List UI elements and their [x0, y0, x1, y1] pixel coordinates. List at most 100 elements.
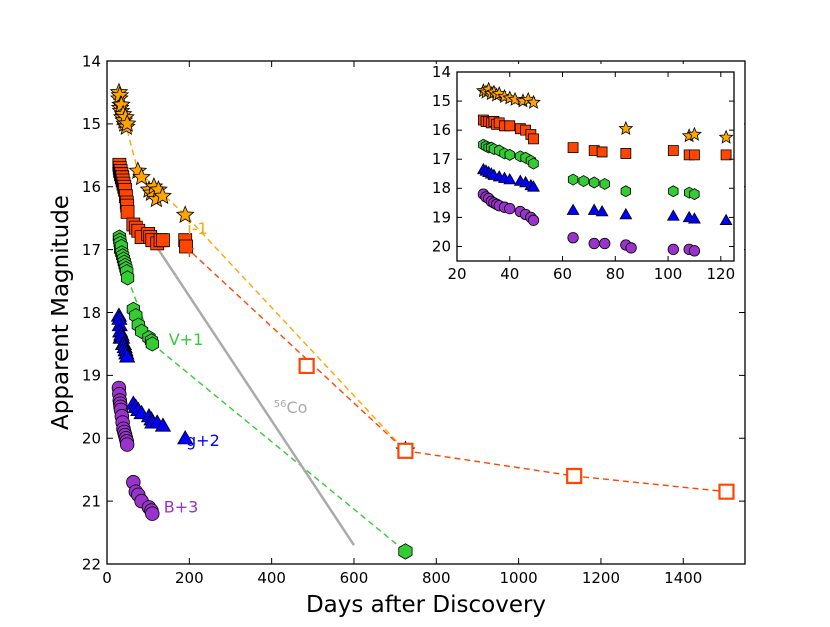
inset-data-point-v-1 — [567, 173, 579, 186]
data-point-r — [179, 239, 193, 254]
data-point-i-1 — [153, 186, 172, 205]
inset-data-point-r — [667, 145, 679, 156]
inset-data-point-g-2 — [503, 173, 517, 185]
inset-data-point-b-3 — [527, 214, 540, 226]
inset-data-markers — [475, 81, 734, 257]
inset-data-point-b-3 — [599, 237, 611, 250]
data-point-i-1 — [117, 114, 137, 132]
inset-data-point-b-3 — [688, 245, 701, 257]
inset-y-tick-label: 17 — [432, 150, 451, 168]
co56-decay-line — [151, 239, 356, 546]
band-label-b-3: B+3 — [164, 497, 199, 516]
inset-data-point-v-1 — [689, 188, 700, 201]
late-data-point-r — [397, 442, 414, 459]
inset-y-tick-label: 16 — [432, 121, 451, 139]
main-y-tick-label: 22 — [82, 555, 101, 573]
inset-data-point-g-2 — [566, 203, 580, 215]
inset-y-tick-label: 14 — [432, 63, 451, 81]
co56-element: Co — [286, 398, 307, 417]
data-point-i-1 — [132, 167, 151, 186]
band-label-r: r — [187, 242, 194, 261]
inset-data-point-i-1 — [507, 91, 523, 106]
late-data-point-r — [566, 467, 583, 485]
main-y-tick-label: 16 — [82, 178, 101, 196]
main-axes: 0 200 400 600 800 1000 1200 1400141516171819202… — [82, 52, 746, 587]
inset-data-point-r — [596, 146, 608, 158]
inset-data-point-r — [689, 149, 700, 161]
inset-data-point-g-2 — [666, 209, 680, 221]
main-y-tick-label: 18 — [82, 304, 101, 322]
inset-data-point-r — [528, 133, 539, 145]
inset-data-point-b-3 — [625, 242, 637, 254]
inset-data-point-r — [567, 142, 579, 153]
late-data-point-v-1 — [398, 543, 413, 560]
main-x-tick-label: 400 — [257, 569, 286, 587]
main-y-tick-label: 14 — [82, 52, 101, 70]
band-label-g-2: g+2 — [186, 431, 220, 450]
data-point-g-2 — [119, 348, 136, 363]
inset-x-tick-label: 60 — [553, 265, 572, 283]
inset-y-tick-label: 19 — [432, 208, 451, 226]
data-point-b-3 — [119, 437, 135, 452]
inset-data-point-v-1 — [668, 185, 679, 198]
inset-data-point-v-1 — [599, 177, 610, 190]
inset-y-tick-label: 18 — [432, 179, 451, 197]
main-x-tick-label: 0 — [102, 569, 112, 587]
data-point-r — [120, 205, 135, 219]
inset-data-point-r — [620, 148, 632, 159]
main-x-tick-label: 1400 — [664, 569, 702, 587]
data-point-v-1 — [120, 270, 135, 286]
inset-data-point-i-1 — [687, 126, 702, 141]
inset-data-point-b-3 — [567, 232, 579, 244]
main-x-tick-label: 1000 — [500, 569, 538, 587]
inset-data-point-g-2 — [527, 180, 540, 192]
inset-y-tick-label: 20 — [432, 237, 451, 255]
inset-data-point-r — [504, 120, 516, 132]
inset-frame — [456, 71, 735, 262]
main-y-tick-label: 17 — [82, 241, 101, 259]
main-band-labels: i-1 r V+1 g+2 B+3 56Co — [164, 219, 308, 517]
main-y-tick-label: 20 — [82, 430, 101, 448]
y-axis-label: Apparent Magnitude — [48, 195, 74, 430]
data-point-v-1 — [145, 336, 159, 352]
inset-axes: 20 40 60 80 100 120 14 15 16 17 18 19 20 — [432, 63, 735, 283]
late-data-point-r — [718, 483, 735, 500]
data-point-r — [156, 233, 170, 248]
main-y-tick-label: 19 — [82, 367, 101, 385]
trend-line-r — [184, 245, 727, 493]
inset-x-tick-label: 40 — [500, 265, 519, 283]
data-point-g-2 — [177, 429, 194, 445]
inset-data-point-b-3 — [588, 237, 600, 250]
inset-data-point-g-2 — [619, 207, 633, 220]
main-x-tick-label: 600 — [340, 569, 369, 587]
inset-panel: 20 40 60 80 100 120 14 15 16 17 18 19 20 — [412, 63, 744, 291]
inset-x-tick-label: 80 — [606, 265, 625, 283]
x-axis-label: Days after Discovery — [306, 592, 546, 618]
inset-data-point-g-2 — [719, 213, 733, 226]
main-x-tick-label: 200 — [175, 569, 204, 587]
inset-data-point-v-1 — [528, 157, 539, 170]
inset-data-point-r — [720, 149, 732, 161]
inset-data-point-i-1 — [718, 129, 734, 144]
data-point-i-1 — [175, 205, 195, 223]
band-label-i-1: i-1 — [187, 219, 207, 238]
inset-data-point-g-2 — [595, 205, 609, 217]
main-x-tick-label: 1200 — [582, 569, 620, 587]
main-data-markers — [109, 82, 735, 560]
inset-x-tick-label: 100 — [654, 265, 683, 283]
data-point-b-3 — [145, 506, 160, 521]
inset-y-tick-label: 15 — [432, 92, 451, 110]
late-data-point-r — [298, 357, 315, 375]
inset-data-point-g-2 — [687, 212, 701, 224]
main-y-tick-label: 21 — [82, 492, 101, 510]
inset-data-point-v-1 — [504, 148, 515, 161]
main-y-tick-label: 15 — [82, 115, 101, 133]
inset-data-point-b-3 — [667, 243, 679, 256]
co56-label: 56Co — [274, 398, 308, 417]
co56-superscript: 56 — [274, 399, 287, 410]
inset-x-tick-label: 20 — [447, 265, 466, 283]
inset-data-point-g-2 — [587, 203, 601, 215]
trend-line-i-1 — [126, 130, 406, 452]
inset-data-point-b-3 — [504, 203, 516, 215]
